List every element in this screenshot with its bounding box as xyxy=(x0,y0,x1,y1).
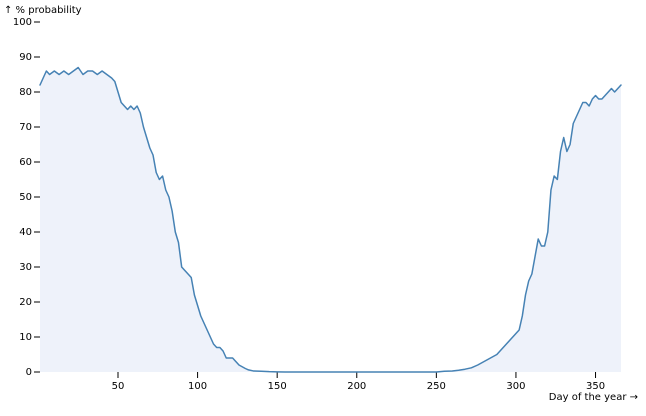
x-axis-label: Day of the year → xyxy=(549,392,638,403)
y-tick-label: 40 xyxy=(19,227,32,238)
y-tick-label: 90 xyxy=(19,52,32,63)
x-tick-label: 150 xyxy=(268,381,287,392)
y-tick-label: 80 xyxy=(19,87,32,98)
y-tick-label: 100 xyxy=(13,17,32,28)
y-axis: 0 10 20 30 40 50 60 70 80 90 100 xyxy=(13,17,40,378)
y-tick-label: 0 xyxy=(26,367,32,378)
series-line xyxy=(39,66,622,373)
x-axis: 50 100 150 200 250 300 350 xyxy=(112,372,605,392)
y-tick-label: 70 xyxy=(19,122,32,133)
y-tick-label: 50 xyxy=(19,192,32,203)
y-tick-label: 60 xyxy=(19,157,32,168)
y-tick-label: 10 xyxy=(19,332,32,343)
y-axis-label: ↑ % probability xyxy=(4,5,82,16)
x-tick-label: 350 xyxy=(586,381,605,392)
x-tick-label: 100 xyxy=(188,381,207,392)
y-tick-label: 20 xyxy=(19,297,32,308)
area-fill xyxy=(40,67,621,372)
x-tick-label: 50 xyxy=(112,381,125,392)
x-tick-label: 200 xyxy=(347,381,366,392)
y-tick-label: 30 xyxy=(19,262,32,273)
x-tick-label: 300 xyxy=(506,381,525,392)
x-tick-label: 250 xyxy=(427,381,446,392)
